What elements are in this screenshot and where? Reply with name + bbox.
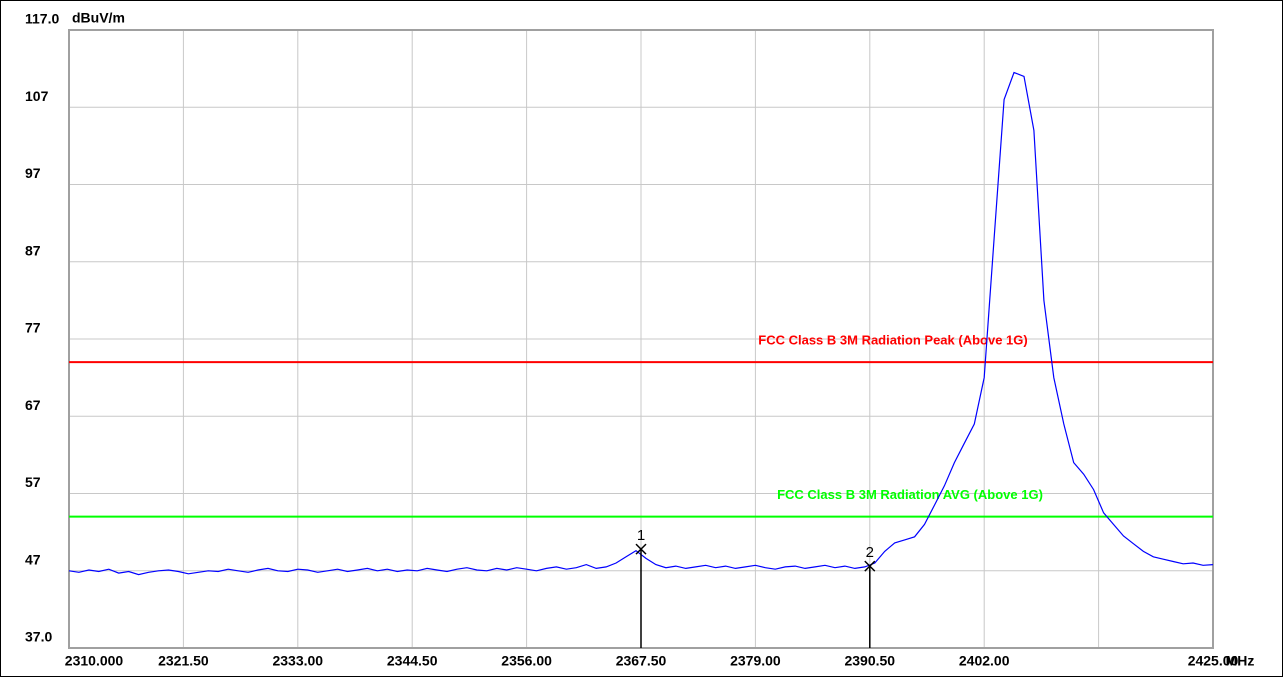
x-unit: MHz xyxy=(1226,653,1255,669)
limit-label: FCC Class B 3M Radiation AVG (Above 1G) xyxy=(777,487,1043,502)
x-tick-label: 2367.50 xyxy=(616,653,667,669)
y-tick-label: 87 xyxy=(25,242,41,258)
marker-label: 2 xyxy=(866,544,874,561)
y-tick-label: 97 xyxy=(25,165,41,181)
marker-x xyxy=(635,543,647,555)
x-tick-label: 2356.00 xyxy=(501,653,552,669)
marker-label: 1 xyxy=(637,527,645,544)
marker-x xyxy=(864,560,876,572)
x-tick-label: 2379.00 xyxy=(730,653,781,669)
y-tick-label: 47 xyxy=(25,551,41,567)
y-unit: dBuV/m xyxy=(72,10,125,26)
y-tick-label: 37.0 xyxy=(25,629,52,645)
x-tick-label: 2425.00 xyxy=(1188,653,1239,669)
x-tick-label: 2333.00 xyxy=(272,653,323,669)
y-tick-label: 117.0 xyxy=(25,11,59,27)
limit-label: FCC Class B 3M Radiation Peak (Above 1G) xyxy=(758,333,1027,348)
x-tick-label: 2310.000 xyxy=(65,653,124,669)
y-tick-label: 107 xyxy=(25,88,49,104)
x-tick-label: 2344.50 xyxy=(387,653,438,669)
y-tick-label: 77 xyxy=(25,320,41,336)
x-tick-label: 2321.50 xyxy=(158,653,209,669)
y-tick-label: 67 xyxy=(25,397,41,413)
x-tick-label: 2402.00 xyxy=(959,653,1010,669)
y-tick-label: 57 xyxy=(25,474,41,490)
x-tick-label: 2390.50 xyxy=(844,653,895,669)
